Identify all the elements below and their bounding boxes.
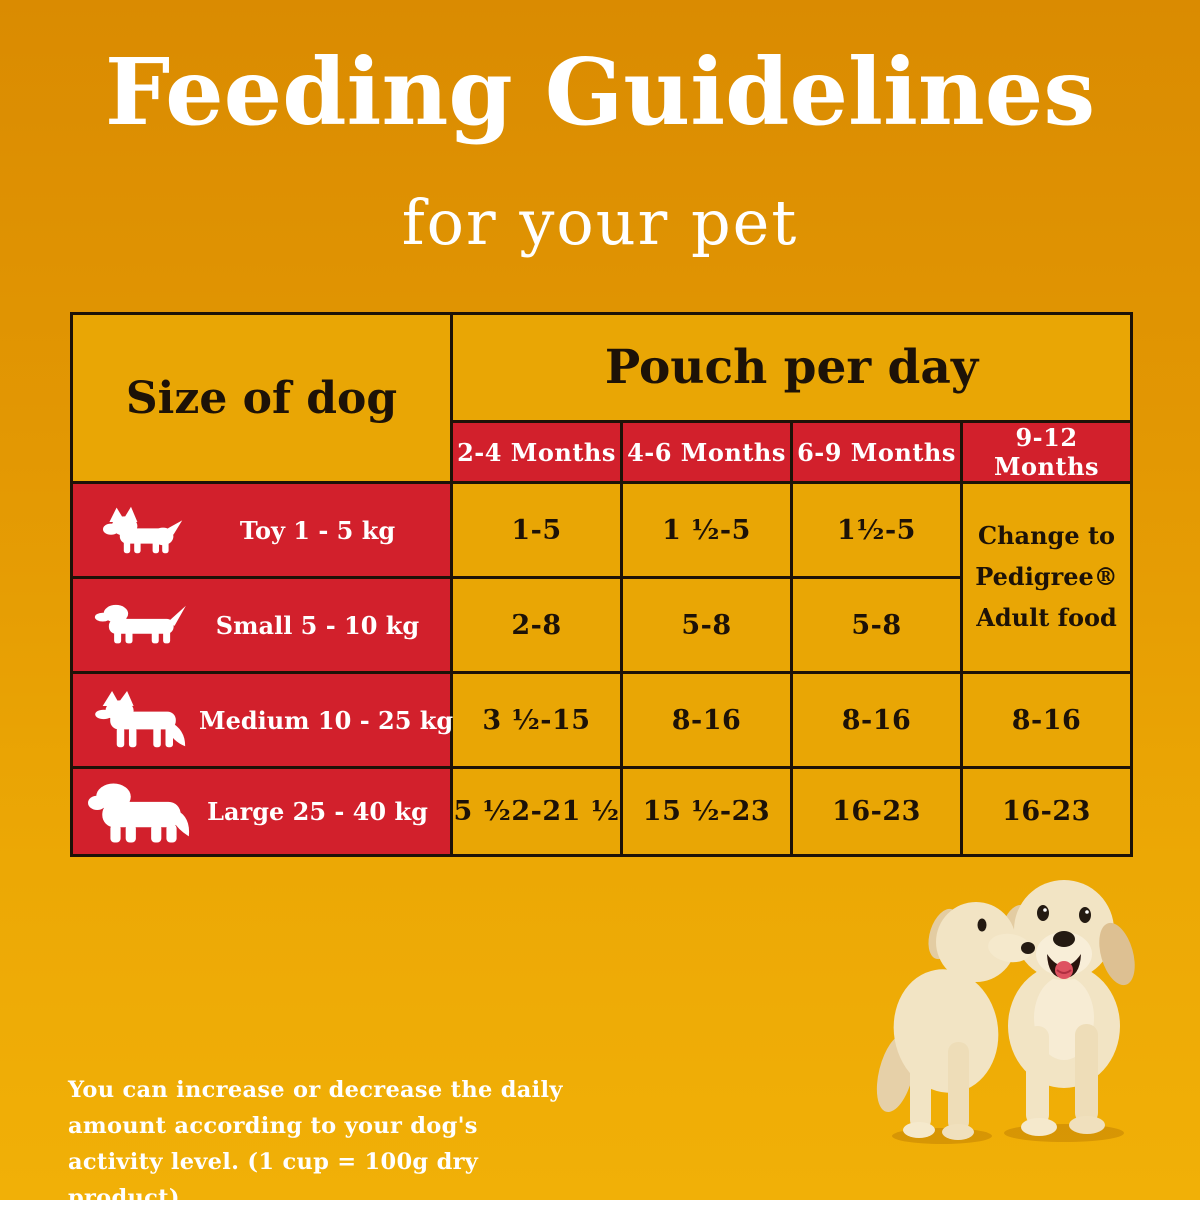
value-cell: 1 ½-5 bbox=[620, 481, 793, 579]
puppies-illustration bbox=[876, 880, 1135, 1144]
value-cell: 3 ½-15 bbox=[450, 671, 623, 769]
value-cell: 16-23 bbox=[959, 766, 1134, 857]
value-cell: 5-8 bbox=[620, 576, 793, 674]
value-cell: 8-16 bbox=[790, 671, 963, 769]
change-to-adult-food-cell: Change to Pedigree® Adult food bbox=[959, 481, 1134, 674]
value-cell: 8-16 bbox=[620, 671, 793, 769]
feeding-table: Size of dog Pouch per day 2-4 Months 4-6… bbox=[70, 312, 1134, 857]
value-cell: 5 ½2-21 ½ bbox=[450, 766, 623, 857]
large-dog-icon bbox=[87, 779, 199, 845]
page-subtitle: for your pet bbox=[401, 186, 799, 259]
row-header-large: Large 25 - 40 kg bbox=[70, 766, 453, 857]
page-title: Feeding Guidelines bbox=[104, 38, 1096, 146]
small-dog-icon bbox=[87, 597, 199, 653]
medium-dog-icon bbox=[87, 690, 199, 750]
right-puppy bbox=[1001, 880, 1135, 1136]
row-label: Small 5 - 10 kg bbox=[215, 610, 420, 640]
value-cell: 1½-5 bbox=[790, 481, 963, 579]
table-row-large: Large 25 - 40 kg 5 ½2-21 ½ 15 ½-23 16-23… bbox=[70, 766, 1134, 857]
change-line-2: Pedigree® bbox=[975, 562, 1118, 592]
row-label: Medium 10 - 25 kg bbox=[199, 705, 454, 735]
row-label: Toy 1 - 5 kg bbox=[239, 515, 396, 545]
value-cell: 15 ½-23 bbox=[620, 766, 793, 857]
footer-note: You can increase or decrease the daily a… bbox=[68, 1077, 563, 1211]
left-puppy-head bbox=[928, 902, 1035, 982]
month-header-4-6: 4-6 Months bbox=[620, 420, 793, 484]
month-header-6-9: 6-9 Months bbox=[790, 420, 963, 484]
change-line-3: Adult food bbox=[976, 602, 1117, 632]
row-header-medium: Medium 10 - 25 kg bbox=[70, 671, 454, 769]
value-cell: 8-16 bbox=[959, 671, 1134, 769]
pouch-per-day-header: Pouch per day bbox=[449, 312, 1134, 423]
size-of-dog-header: Size of dog bbox=[70, 312, 453, 484]
value-cell: 5-8 bbox=[790, 576, 963, 674]
value-cell: 16-23 bbox=[790, 766, 963, 857]
month-header-2-4: 2-4 Months bbox=[450, 420, 623, 484]
table-row-small: Small 5 - 10 kg 2-8 5-8 5-8 bbox=[70, 576, 1132, 674]
value-cell: 1-5 bbox=[450, 481, 623, 579]
table-row-medium: Medium 10 - 25 kg 3 ½-15 8-16 8-16 8-16 bbox=[70, 671, 1134, 769]
row-header-toy: Toy 1 - 5 kg bbox=[70, 481, 453, 579]
left-puppy bbox=[876, 969, 999, 1140]
value-cell: 2-8 bbox=[450, 576, 623, 674]
month-header-9-12: 9-12 Months bbox=[959, 420, 1134, 484]
table-row-toy: Toy 1 - 5 kg 1-5 1 ½-5 1½-5 Change to Pe… bbox=[70, 481, 1134, 674]
change-line-1: Change to bbox=[977, 521, 1116, 551]
toy-dog-icon bbox=[87, 504, 199, 556]
row-header-small: Small 5 - 10 kg bbox=[70, 576, 453, 674]
row-label: Large 25 - 40 kg bbox=[207, 797, 428, 826]
